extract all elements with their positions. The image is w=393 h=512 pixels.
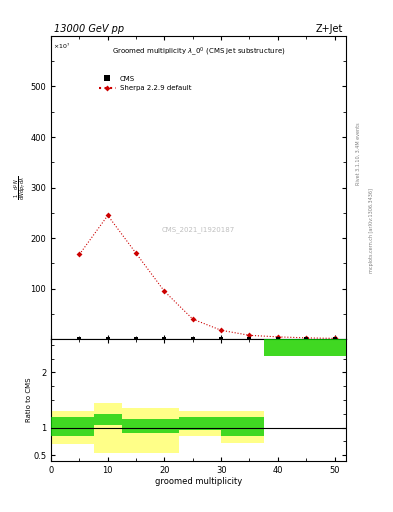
- Text: Rivet 3.1.10, 3.4M events: Rivet 3.1.10, 3.4M events: [356, 122, 361, 185]
- Text: $\times 10^{?}$: $\times 10^{?}$: [53, 42, 70, 51]
- Text: CMS_2021_I1920187: CMS_2021_I1920187: [162, 227, 235, 233]
- X-axis label: groomed multiplicity: groomed multiplicity: [155, 477, 242, 486]
- Legend: CMS, Sherpa 2.2.9 default: CMS, Sherpa 2.2.9 default: [99, 76, 191, 91]
- Text: Z+Jet: Z+Jet: [316, 25, 343, 34]
- Text: 13000 GeV pp: 13000 GeV pp: [54, 25, 124, 34]
- Y-axis label: $\frac{1}{\mathrm{d}N}\frac{\mathrm{d}^2N}{\mathrm{d}p_T\mathrm{d}\lambda}$: $\frac{1}{\mathrm{d}N}\frac{\mathrm{d}^2…: [13, 176, 29, 200]
- Y-axis label: Ratio to CMS: Ratio to CMS: [26, 378, 32, 422]
- Text: mcplots.cern.ch [arXiv:1306.3436]: mcplots.cern.ch [arXiv:1306.3436]: [369, 188, 375, 273]
- Text: Groomed multiplicity $\lambda\_0^0$ (CMS jet substructure): Groomed multiplicity $\lambda\_0^0$ (CMS…: [112, 45, 285, 58]
